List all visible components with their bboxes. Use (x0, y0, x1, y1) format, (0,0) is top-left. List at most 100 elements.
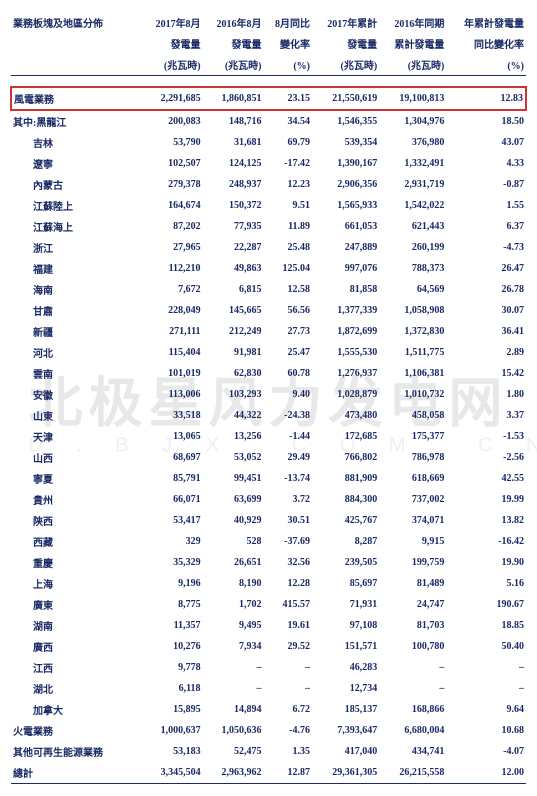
row-cell: 12.28 (264, 573, 313, 594)
row-cell: 6,815 (203, 279, 264, 300)
totals-cell: 26,215,558 (379, 762, 446, 784)
row-label: 寧夏 (11, 468, 142, 489)
row-cell: 1,058,908 (379, 300, 446, 321)
row-cell: 881,909 (312, 468, 379, 489)
row-cell: 29.49 (264, 447, 313, 468)
row-cell: – (446, 657, 526, 678)
row-cell: 22,287 (203, 237, 264, 258)
row-cell: 53,417 (142, 510, 203, 531)
hdr-c3-unit: (%) (264, 54, 313, 76)
table-row: 其中:黑龍江200,083148,71634.541,546,3551,304,… (11, 110, 526, 132)
row-cell: 125.04 (264, 258, 313, 279)
hdr-c3-l2: 變化率 (264, 33, 313, 54)
row-cell: 9,495 (203, 615, 264, 636)
row-cell: 44,322 (203, 405, 264, 426)
table-row: 甘肅228,049145,66556.561,377,3391,058,9083… (11, 300, 526, 321)
row-label: 其中:黑龍江 (11, 110, 142, 132)
row-cell: 29.52 (264, 636, 313, 657)
row-cell: 175,377 (379, 426, 446, 447)
row-cell: 7,934 (203, 636, 264, 657)
row-cell: 13,065 (142, 426, 203, 447)
table-row: 天津13,06513,256-1.44172,685175,377-1.53 (11, 426, 526, 447)
table-row: 廣東8,7751,702415.5771,93124,747190.67 (11, 594, 526, 615)
row-cell: 1,546,355 (312, 110, 379, 132)
row-cell: 97,108 (312, 615, 379, 636)
row-cell: 228,049 (142, 300, 203, 321)
totals-cell: 52,475 (203, 741, 264, 762)
table-row: 江蘇陸上164,674150,3729.511,565,9331,542,022… (11, 195, 526, 216)
row-label: 安徽 (11, 384, 142, 405)
row-cell: 50.40 (446, 636, 526, 657)
row-cell: 5.16 (446, 573, 526, 594)
row-cell: 1,304,976 (379, 110, 446, 132)
row-cell: 85,697 (312, 573, 379, 594)
totals-cell: 1,050,636 (203, 720, 264, 741)
row-label: 山西 (11, 447, 142, 468)
row-cell: 148,716 (203, 110, 264, 132)
row-cell: 621,443 (379, 216, 446, 237)
row-cell: 374,071 (379, 510, 446, 531)
row-cell: 425,767 (312, 510, 379, 531)
row-label: 天津 (11, 426, 142, 447)
row-cell: 11.89 (264, 216, 313, 237)
row-label: 江蘇陸上 (11, 195, 142, 216)
row-cell: 19.61 (264, 615, 313, 636)
row-label: 遼寧 (11, 153, 142, 174)
row-label: 重慶 (11, 552, 142, 573)
row-cell: 26.78 (446, 279, 526, 300)
row-label: 湖南 (11, 615, 142, 636)
row-cell: 1,028,879 (312, 384, 379, 405)
row-cell: -16.42 (446, 531, 526, 552)
row-label: 江蘇海上 (11, 216, 142, 237)
table-row: 山西68,69753,05229.49766,802786,978-2.56 (11, 447, 526, 468)
row-cell: 1,010,732 (379, 384, 446, 405)
row-cell: – (446, 678, 526, 699)
totals-cell: 417,040 (312, 741, 379, 762)
table-row: 雲南101,01962,83060.781,276,9371,106,38115… (11, 363, 526, 384)
row-cell: 1,332,491 (379, 153, 446, 174)
row-label: 新疆 (11, 321, 142, 342)
hdr-c6-l2: 同比變化率 (446, 33, 526, 54)
hdr-c3-l1: 8月同比 (264, 12, 313, 33)
row-cell: 33,518 (142, 405, 203, 426)
row-cell: -1.44 (264, 426, 313, 447)
row-cell: 271,111 (142, 321, 203, 342)
row-cell: 27.73 (264, 321, 313, 342)
row-cell: – (264, 678, 313, 699)
row-cell: 145,665 (203, 300, 264, 321)
row-cell: 60.78 (264, 363, 313, 384)
row-cell: 68,697 (142, 447, 203, 468)
row-cell: 1,390,167 (312, 153, 379, 174)
row-cell: 7,672 (142, 279, 203, 300)
row-label: 河北 (11, 342, 142, 363)
row-cell: 12.58 (264, 279, 313, 300)
row-cell: 81,858 (312, 279, 379, 300)
row-cell: 35,329 (142, 552, 203, 573)
row-cell: 24,747 (379, 594, 446, 615)
table-row: 陝西53,41740,92930.51425,767374,07113.82 (11, 510, 526, 531)
table-row: 海南7,6726,81512.5881,85864,56926.78 (11, 279, 526, 300)
row-cell: 260,199 (379, 237, 446, 258)
row-cell: 103,293 (203, 384, 264, 405)
row-cell: 13.82 (446, 510, 526, 531)
row-cell: 150,372 (203, 195, 264, 216)
table-row: 吉林53,79031,68169.79539,354376,98043.07 (11, 132, 526, 153)
hdr-c5-l2: 累計發電量 (379, 33, 446, 54)
highlight-row: 風電業務 2,291,685 1,860,851 23.15 21,550,61… (11, 87, 526, 110)
row-cell: 200,083 (142, 110, 203, 132)
row-cell: 1,542,022 (379, 195, 446, 216)
row-cell: 1,872,699 (312, 321, 379, 342)
row-cell: – (379, 657, 446, 678)
highlight-c3: 23.15 (264, 87, 313, 110)
row-label: 吉林 (11, 132, 142, 153)
table-row: 遼寧102,507124,125-17.421,390,1671,332,491… (11, 153, 526, 174)
row-cell: – (264, 657, 313, 678)
totals-row: 其他可再生能源業務53,18352,4751.35417,040434,741-… (11, 741, 526, 762)
row-cell: 77,935 (203, 216, 264, 237)
totals-cell: 12.00 (446, 762, 526, 784)
totals-cell: 7,393,647 (312, 720, 379, 741)
row-cell: 49,863 (203, 258, 264, 279)
row-cell: 53,052 (203, 447, 264, 468)
row-cell: 786,978 (379, 447, 446, 468)
row-cell: 19.90 (446, 552, 526, 573)
